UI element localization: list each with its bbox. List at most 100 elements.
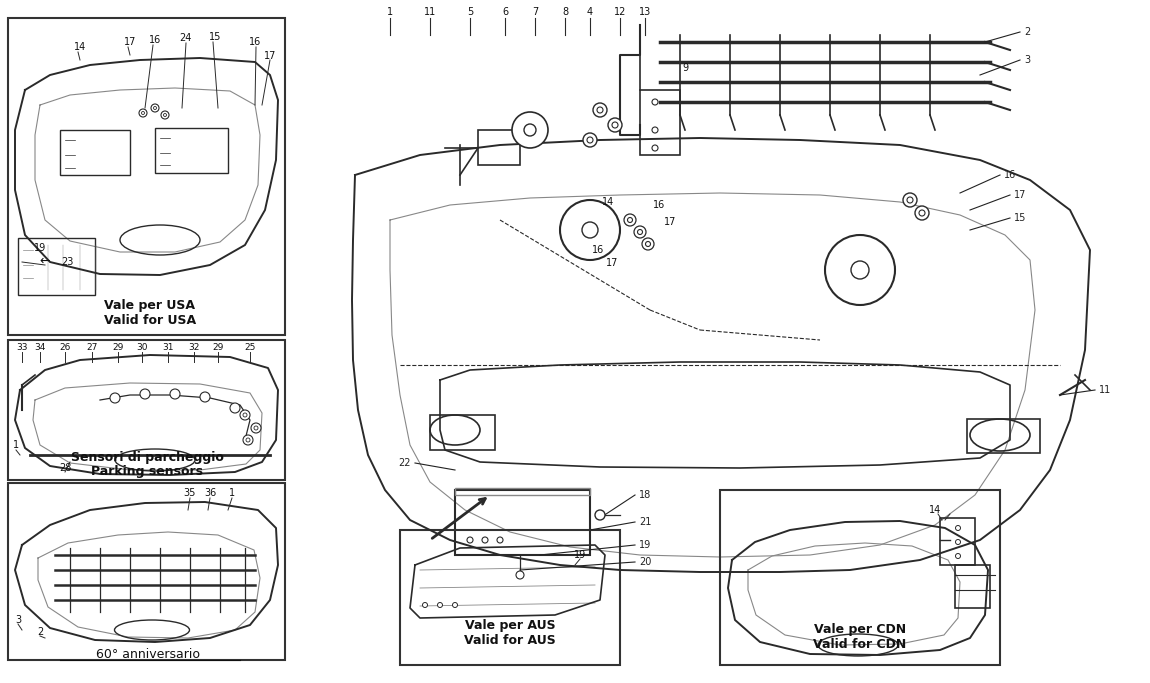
Circle shape xyxy=(254,426,258,430)
Circle shape xyxy=(243,413,247,417)
Circle shape xyxy=(139,109,147,117)
Circle shape xyxy=(163,113,167,117)
Text: 29: 29 xyxy=(213,342,224,352)
Text: 15: 15 xyxy=(209,32,221,42)
Text: Valid for CDN: Valid for CDN xyxy=(813,639,906,652)
Text: Vale per USA: Vale per USA xyxy=(105,298,196,311)
Circle shape xyxy=(110,393,120,403)
Text: 6: 6 xyxy=(501,7,508,17)
Text: 30: 30 xyxy=(136,342,147,352)
Circle shape xyxy=(497,537,503,543)
Circle shape xyxy=(246,438,250,442)
Text: 16: 16 xyxy=(148,35,161,45)
Text: 14: 14 xyxy=(601,197,614,207)
Text: 21: 21 xyxy=(639,517,651,527)
Circle shape xyxy=(437,602,443,607)
Text: 17: 17 xyxy=(1014,190,1027,200)
Circle shape xyxy=(251,423,261,433)
Circle shape xyxy=(624,214,636,226)
Text: ←: ← xyxy=(40,255,51,268)
Text: 17: 17 xyxy=(664,217,676,227)
Circle shape xyxy=(583,133,597,147)
Text: 36: 36 xyxy=(204,488,216,498)
Circle shape xyxy=(919,210,925,216)
Circle shape xyxy=(161,111,169,119)
Text: 2: 2 xyxy=(37,627,44,637)
Text: 1: 1 xyxy=(386,7,393,17)
Text: 3: 3 xyxy=(1024,55,1030,65)
Circle shape xyxy=(956,540,960,544)
Text: 11: 11 xyxy=(424,7,436,17)
Text: Vale per CDN: Vale per CDN xyxy=(814,624,906,637)
Circle shape xyxy=(560,200,620,260)
Text: 29: 29 xyxy=(113,342,124,352)
Text: 19: 19 xyxy=(574,550,586,560)
Circle shape xyxy=(141,111,145,115)
Circle shape xyxy=(482,537,488,543)
Text: 1: 1 xyxy=(13,440,20,450)
Circle shape xyxy=(593,103,607,117)
Circle shape xyxy=(153,107,156,109)
Circle shape xyxy=(645,242,651,247)
Text: 27: 27 xyxy=(86,342,98,352)
Text: Sensori di parcheggio: Sensori di parcheggio xyxy=(70,451,223,464)
Circle shape xyxy=(243,435,253,445)
Circle shape xyxy=(956,525,960,531)
Text: 16: 16 xyxy=(653,200,665,210)
Text: 1: 1 xyxy=(229,488,235,498)
Text: 19: 19 xyxy=(639,540,651,550)
Text: 31: 31 xyxy=(162,342,174,352)
Text: 23: 23 xyxy=(61,257,74,267)
Text: 60° anniversario: 60° anniversario xyxy=(95,648,200,662)
Circle shape xyxy=(634,226,646,238)
Circle shape xyxy=(230,403,240,413)
Text: 17: 17 xyxy=(606,258,619,268)
Circle shape xyxy=(467,537,473,543)
Circle shape xyxy=(422,602,428,607)
Circle shape xyxy=(903,193,917,207)
Text: Valid for AUS: Valid for AUS xyxy=(465,634,555,647)
Circle shape xyxy=(915,206,929,220)
Text: 5: 5 xyxy=(467,7,473,17)
Text: 35: 35 xyxy=(184,488,197,498)
Circle shape xyxy=(151,104,159,112)
Circle shape xyxy=(170,389,181,399)
Text: 17: 17 xyxy=(263,51,276,61)
Circle shape xyxy=(140,389,150,399)
Text: 20: 20 xyxy=(639,557,651,567)
Text: 18: 18 xyxy=(639,490,651,500)
Text: 7: 7 xyxy=(531,7,538,17)
Circle shape xyxy=(597,107,603,113)
Circle shape xyxy=(200,392,210,402)
Text: 33: 33 xyxy=(16,342,28,352)
Circle shape xyxy=(582,222,598,238)
Text: 8: 8 xyxy=(562,7,568,17)
Circle shape xyxy=(642,238,654,250)
Text: 9: 9 xyxy=(682,63,688,73)
Circle shape xyxy=(628,217,633,223)
Circle shape xyxy=(452,602,458,607)
Text: 14: 14 xyxy=(74,42,86,52)
Text: 34: 34 xyxy=(34,342,46,352)
Circle shape xyxy=(825,235,895,305)
Text: 16: 16 xyxy=(1004,170,1017,180)
Circle shape xyxy=(652,127,658,133)
Circle shape xyxy=(595,510,605,520)
Text: 3: 3 xyxy=(15,615,21,625)
Circle shape xyxy=(516,571,524,579)
Text: 16: 16 xyxy=(248,37,261,47)
Text: Vale per AUS: Vale per AUS xyxy=(465,619,555,632)
Circle shape xyxy=(608,118,622,132)
Text: 32: 32 xyxy=(189,342,200,352)
Text: 24: 24 xyxy=(178,33,191,43)
Circle shape xyxy=(512,112,549,148)
Text: 14: 14 xyxy=(929,505,941,515)
Text: 12: 12 xyxy=(614,7,627,17)
Circle shape xyxy=(956,553,960,559)
Text: 16: 16 xyxy=(592,245,604,255)
Text: 26: 26 xyxy=(60,342,70,352)
Text: 19: 19 xyxy=(33,243,46,253)
Text: 15: 15 xyxy=(1014,213,1027,223)
Text: Parking sensors: Parking sensors xyxy=(91,464,204,477)
Circle shape xyxy=(612,122,618,128)
